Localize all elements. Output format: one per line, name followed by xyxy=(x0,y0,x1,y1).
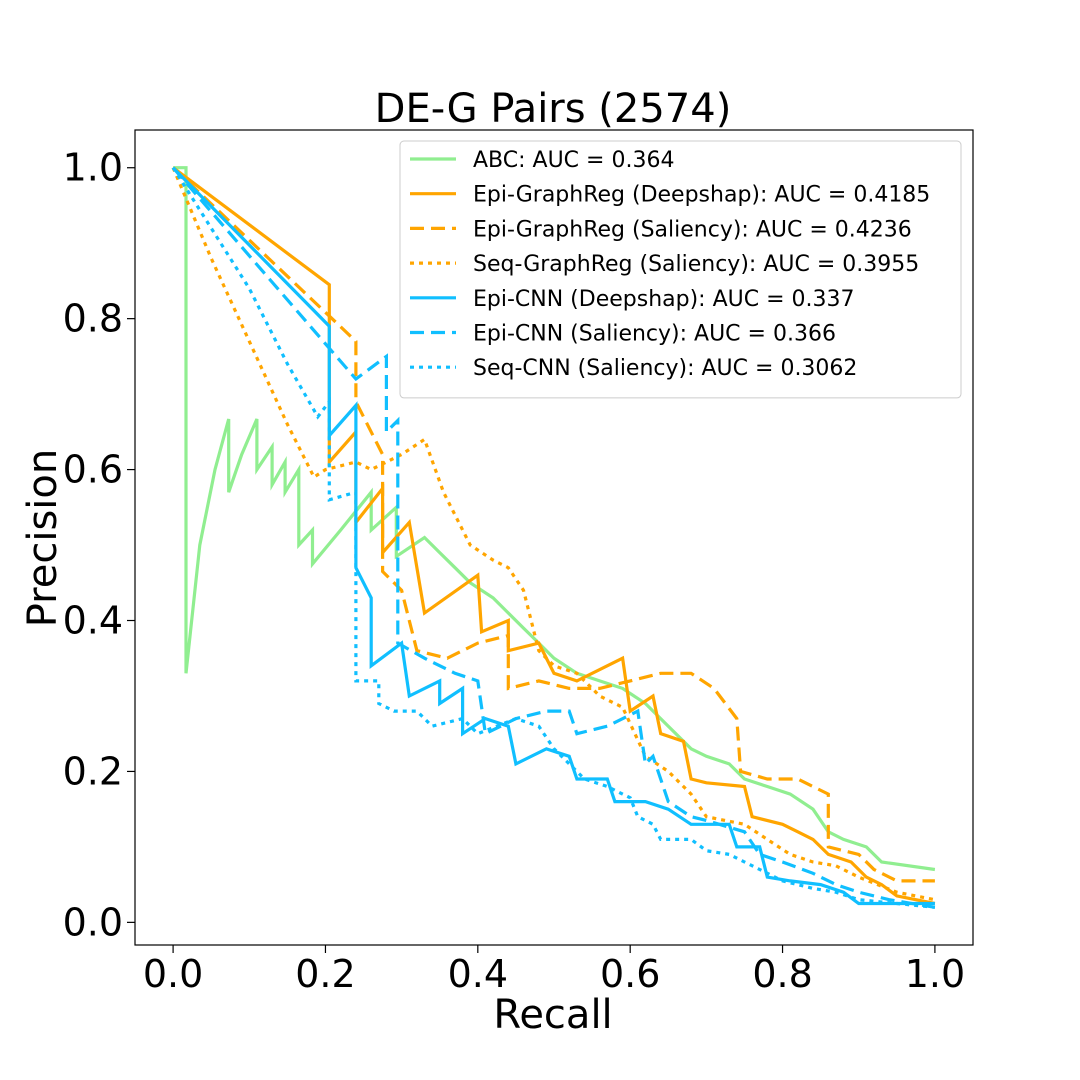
x-tick-label: 0.8 xyxy=(752,952,812,996)
series-line-1 xyxy=(173,166,936,872)
x-axis-label: Recall xyxy=(493,992,612,1038)
y-axis-label: Precision xyxy=(20,449,66,627)
series-line-4 xyxy=(171,167,936,902)
legend-entry: Epi-CNN (Deepshap): AUC = 0.337 xyxy=(473,287,855,312)
chart-title: DE-G Pairs (2574) xyxy=(375,86,732,132)
series-line-6 xyxy=(171,166,936,909)
series-line-3 xyxy=(171,166,935,883)
legend-box xyxy=(399,140,962,399)
x-tick-label: 0.4 xyxy=(448,952,508,996)
legend-entry: Epi-CNN (Saliency): AUC = 0.366 xyxy=(473,322,836,347)
legend: ABC: AUC = 0.364 Epi-GraphReg (Deepshap):… xyxy=(399,140,962,399)
x-tick-label: 1.0 xyxy=(905,952,965,996)
y-tick-label: 1.0 xyxy=(63,146,123,190)
series-line-2 xyxy=(172,166,936,906)
series-line-7 xyxy=(171,166,936,909)
y-tick-label: 0.2 xyxy=(63,749,123,793)
legend-entry: Seq-CNN (Saliency): AUC = 0.3062 xyxy=(473,356,857,381)
x-tick-label: 0.0 xyxy=(143,952,203,996)
y-tick-label: 0.4 xyxy=(63,599,123,643)
legend-entry: Epi-GraphReg (Saliency): AUC = 0.4236 xyxy=(473,217,912,242)
y-tick-label: 0.8 xyxy=(63,297,123,341)
x-tick-label: 0.6 xyxy=(600,952,660,996)
legend-entry: Seq-GraphReg (Saliency): AUC = 0.3955 xyxy=(473,252,919,277)
y-tick-label: 0.0 xyxy=(63,900,123,944)
x-axis: 0.0 0.2 0.4 0.6 0.8 1.0 xyxy=(143,945,965,996)
legend-entry: ABC: AUC = 0.364 xyxy=(473,148,674,173)
x-tick-label: 0.2 xyxy=(295,952,355,996)
curves-layer xyxy=(171,166,936,909)
y-axis: 0.0 0.2 0.4 0.6 0.8 1.0 xyxy=(63,146,135,944)
series-line-5 xyxy=(171,166,935,906)
legend-entry: Epi-GraphReg (Deepshap): AUC = 0.4185 xyxy=(473,183,930,208)
y-tick-label: 0.6 xyxy=(63,448,123,492)
plot-area xyxy=(134,129,974,946)
